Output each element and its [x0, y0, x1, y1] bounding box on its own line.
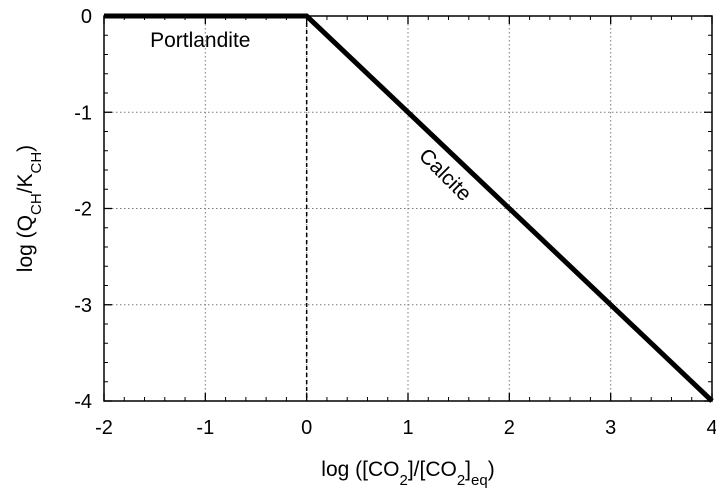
- x-tick-label: 4: [706, 417, 716, 439]
- x-axis-label: log ([CO2]/[CO2]eq): [321, 458, 494, 488]
- y-tick-label: -4: [74, 391, 92, 413]
- y-tick-label: -1: [74, 102, 92, 124]
- y-tick-label: -3: [74, 295, 92, 317]
- x-tick-label: -2: [95, 417, 113, 439]
- x-tick-label: 0: [301, 417, 312, 439]
- plot-frame: [103, 15, 713, 402]
- ticks: -2 -1 0 1 2 3 4 0 -1 -2 -3 -4: [74, 6, 716, 439]
- x-tick-label: 2: [504, 417, 515, 439]
- grid: [104, 16, 712, 401]
- annotation-portlandite: Portlandite: [150, 29, 250, 52]
- x-tick-label: -1: [196, 417, 214, 439]
- x-tick-label: 3: [605, 417, 616, 439]
- y-axis-label: log (QCH/KCH): [14, 145, 45, 272]
- annotations: Portlandite Calcite: [150, 29, 476, 206]
- y-tick-label: -2: [74, 199, 92, 221]
- y-tick-label: 0: [81, 6, 92, 28]
- x-tick-label: 1: [402, 417, 413, 439]
- annotation-calcite: Calcite: [414, 144, 476, 206]
